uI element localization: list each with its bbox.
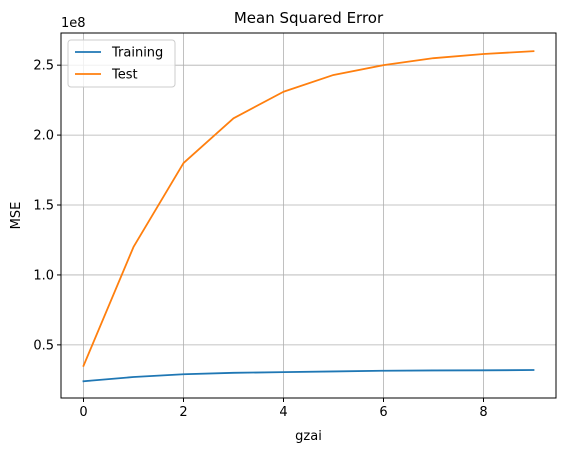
chart-title: Mean Squared Error xyxy=(234,9,384,27)
y-axis-label: MSE xyxy=(9,202,24,230)
y-tick-label: 1.5 xyxy=(33,199,54,214)
series-line-training xyxy=(82,369,535,383)
x-axis-label: gzai xyxy=(295,429,322,444)
x-tick-label: 2 xyxy=(179,405,187,420)
y-tick-label: 2.0 xyxy=(33,129,54,144)
legend: Training Test xyxy=(67,39,176,88)
y-tick-label: 2.5 xyxy=(33,59,54,74)
series-lines xyxy=(82,50,535,383)
series-line-test xyxy=(82,50,535,368)
y-tick-label: 1.0 xyxy=(33,268,54,283)
y-tick-label: 0.5 xyxy=(33,338,54,353)
legend-label-training: Training xyxy=(111,46,163,61)
x-tick-label: 4 xyxy=(279,405,287,420)
y-axis-offset-label: 1e8 xyxy=(61,16,86,31)
legend-label-test: Test xyxy=(111,68,138,83)
x-tick-label: 6 xyxy=(379,405,387,420)
x-tick-label: 8 xyxy=(479,405,487,420)
x-tick-label: 0 xyxy=(79,405,87,420)
plot-frame xyxy=(60,32,557,399)
grid xyxy=(61,33,556,398)
axis-ticks: 0 2 4 6 8 0.5 1.0 1.5 2.0 2.5 xyxy=(33,59,487,420)
